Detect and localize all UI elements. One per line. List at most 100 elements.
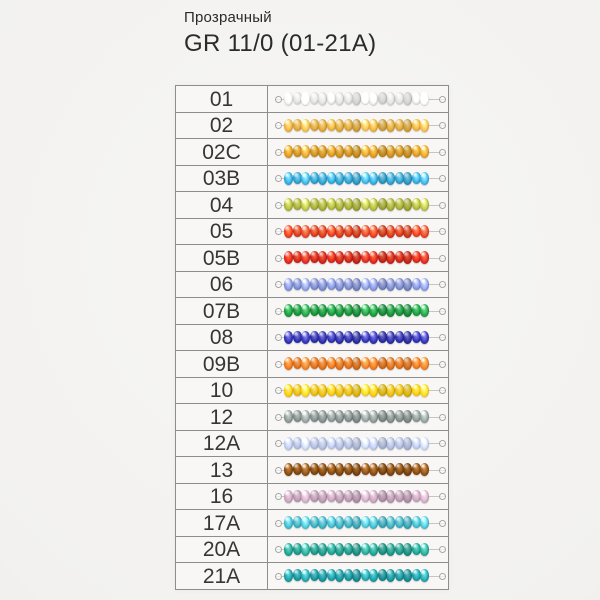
- bead-orange-red: [301, 224, 310, 238]
- bead-strand: [275, 92, 446, 106]
- bead-crystal-clear: [386, 92, 395, 106]
- bead-light-honey-amber: [360, 118, 370, 131]
- bead-olive-chartreuse: [343, 198, 353, 211]
- bead-light-periwinkle-blue: [386, 277, 395, 291]
- bead-pale-lavender-blue: [377, 436, 387, 449]
- table-row: 05B: [176, 244, 448, 271]
- table-row: 03B: [176, 164, 448, 192]
- bead-royal-blue-violet: [284, 330, 293, 344]
- bead-teal-green: [394, 542, 404, 555]
- bead-red: [394, 251, 404, 264]
- bead-royal-blue-violet: [369, 330, 378, 344]
- bead-light-aqua: [386, 516, 395, 530]
- bead-deep-teal: [343, 569, 353, 582]
- bead-red: [301, 251, 310, 265]
- bead-topaz-brown: [343, 463, 353, 476]
- bead-topaz-brown: [309, 463, 319, 476]
- bead-golden-yellow: [420, 383, 429, 397]
- bead-royal-blue-violet: [386, 330, 395, 344]
- bead-smoky-gray: [403, 410, 412, 424]
- beads-group-red: [284, 251, 429, 265]
- wire-end-loop-icon: [275, 334, 282, 342]
- table-row: 20A: [176, 535, 448, 562]
- bead-crystal-clear: [411, 92, 421, 105]
- bead-crystal-clear: [326, 92, 336, 105]
- bead-topaz-brown: [420, 463, 429, 477]
- bead-smoky-gray: [352, 410, 361, 424]
- bead-smoky-gray: [309, 410, 319, 423]
- wire-end-loop-icon: [275, 148, 282, 156]
- color-code: 07B: [176, 298, 268, 324]
- bead-orange-red: [386, 224, 395, 238]
- bead-pale-lavender-blue: [318, 436, 327, 450]
- bead-olive-chartreuse: [369, 198, 378, 212]
- wire-end-loop-icon: [275, 228, 282, 236]
- bead-light-periwinkle-blue: [309, 277, 319, 290]
- wire-end-loop-icon: [275, 175, 282, 183]
- bead-swatch-cell: [268, 431, 448, 457]
- bead-orange-red: [335, 224, 344, 238]
- bead-deep-teal: [377, 569, 387, 582]
- bead-golden-yellow: [360, 383, 370, 396]
- color-code: 02C: [176, 139, 268, 165]
- table-row: 17A: [176, 509, 448, 536]
- bead-orange: [343, 357, 353, 370]
- bead-cyan-blue: [292, 171, 302, 184]
- bead-light-aqua: [369, 516, 378, 530]
- bead-swatch-cell: [268, 113, 448, 139]
- bead-pale-mauve: [292, 489, 302, 502]
- bead-olive-chartreuse: [360, 198, 370, 211]
- bead-teal-green: [343, 542, 353, 555]
- bead-orange-red: [411, 224, 421, 237]
- wire-end-loop-icon: [275, 546, 282, 554]
- wire-end-loop-icon: [439, 387, 446, 395]
- wire-end-loop-icon: [439, 175, 446, 183]
- bead-light-periwinkle-blue: [284, 277, 293, 291]
- bead-orange: [318, 357, 327, 371]
- bead-orange-red: [343, 224, 353, 237]
- bead-crystal-clear: [369, 92, 378, 106]
- bead-cyan-blue: [369, 171, 378, 185]
- bead-light-honey-amber: [369, 118, 378, 132]
- bead-light-aqua: [318, 516, 327, 530]
- bead-teal-green: [292, 542, 302, 555]
- bead-light-aqua: [284, 516, 293, 530]
- bead-golden-yellow: [292, 383, 302, 396]
- bead-pale-mauve: [318, 489, 327, 503]
- bead-crystal-clear: [343, 92, 353, 105]
- bead-strand: [275, 542, 446, 556]
- bead-golden-yellow: [394, 383, 404, 396]
- color-code: 21A: [176, 563, 268, 589]
- bead-color-table: 01 02 02C 03B 04 05 05B 06 07B 08 09B 10 12 12A 13 16 17…: [175, 85, 449, 590]
- bead-swatch-cell: [268, 325, 448, 351]
- wire-end-loop-icon: [439, 493, 446, 501]
- bead-smoky-gray: [318, 410, 327, 424]
- bead-orange-red: [292, 224, 302, 237]
- bead-emerald-green: [335, 304, 344, 318]
- bead-pale-mauve: [326, 489, 336, 502]
- bead-red: [309, 251, 319, 264]
- bead-emerald-green: [343, 304, 353, 317]
- bead-olive-chartreuse: [352, 198, 361, 212]
- bead-swatch-cell: [268, 139, 448, 165]
- bead-red: [386, 251, 395, 265]
- bead-pale-mauve: [394, 489, 404, 502]
- bead-teal-green: [352, 542, 361, 556]
- beads-group-olive-chartreuse: [284, 198, 429, 212]
- bead-light-periwinkle-blue: [326, 277, 336, 290]
- bead-royal-blue-violet: [343, 330, 353, 343]
- bead-emerald-green: [394, 304, 404, 317]
- bead-crystal-clear: [377, 92, 387, 105]
- wire-end-loop-icon: [439, 334, 446, 342]
- table-row: 02: [176, 111, 448, 139]
- bead-swatch-cell: [268, 378, 448, 404]
- bead-deep-teal: [292, 569, 302, 582]
- bead-emerald-green: [420, 304, 429, 318]
- wire-end-loop-icon: [439, 228, 446, 236]
- color-code: 06: [176, 271, 268, 297]
- bead-emerald-green: [403, 304, 412, 318]
- bead-orange: [360, 357, 370, 370]
- bead-swatch-cell: [268, 166, 448, 192]
- wire-end-loop-icon: [439, 440, 446, 448]
- table-row: 13: [176, 456, 448, 483]
